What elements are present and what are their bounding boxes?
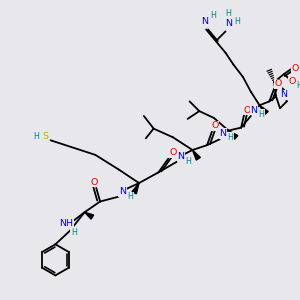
Text: N: N: [225, 19, 232, 28]
Polygon shape: [85, 212, 94, 219]
Text: H: H: [33, 132, 39, 141]
Polygon shape: [260, 105, 268, 115]
Text: H: H: [259, 110, 265, 118]
Text: O: O: [169, 148, 177, 158]
Text: S: S: [43, 132, 49, 141]
Text: O: O: [243, 106, 250, 115]
Text: N: N: [177, 152, 184, 161]
Text: N: N: [250, 106, 257, 115]
Text: O: O: [91, 178, 98, 187]
Text: H: H: [234, 17, 240, 26]
Text: N: N: [201, 17, 208, 26]
Text: O: O: [211, 121, 218, 130]
Text: H: H: [210, 11, 216, 20]
Text: N: N: [280, 90, 287, 99]
Text: H: H: [227, 133, 233, 142]
Text: H: H: [186, 157, 191, 166]
Polygon shape: [132, 183, 139, 194]
Text: H: H: [226, 9, 231, 18]
Text: H: H: [296, 81, 300, 90]
Text: N: N: [119, 187, 126, 196]
Text: O: O: [292, 64, 299, 73]
Text: H: H: [127, 192, 133, 201]
Text: O: O: [289, 77, 296, 86]
Text: H: H: [71, 228, 77, 237]
Text: NH: NH: [59, 219, 73, 228]
Polygon shape: [229, 130, 238, 139]
Polygon shape: [193, 150, 200, 160]
Text: O: O: [274, 80, 282, 88]
Text: N: N: [219, 129, 226, 138]
